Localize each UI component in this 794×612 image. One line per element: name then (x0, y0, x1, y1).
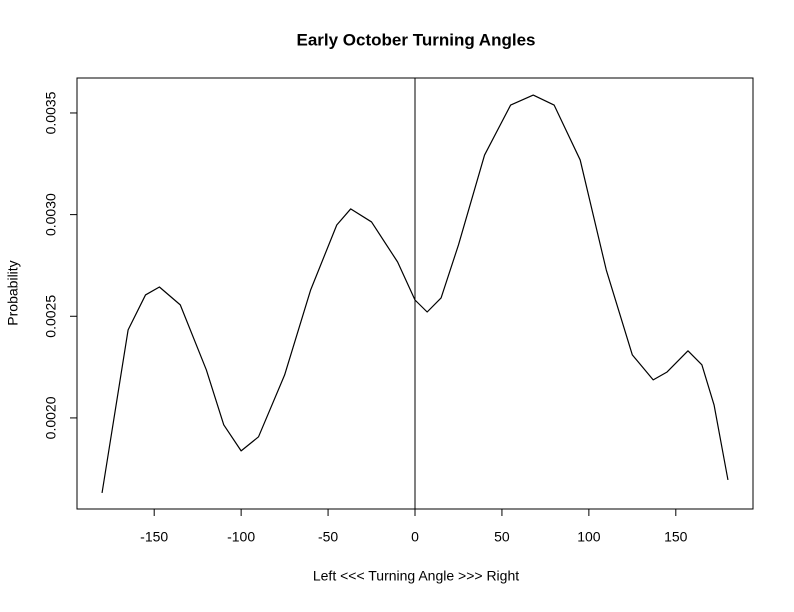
x-tick-label: 100 (577, 529, 601, 545)
y-axis-label: Probability (5, 260, 21, 325)
x-tick-label: -50 (318, 529, 338, 545)
x-tick-label: -100 (227, 529, 255, 545)
y-tick-label: 0.0025 (43, 295, 59, 338)
density-line (101, 94, 729, 494)
y-tick-label: 0.0035 (43, 91, 59, 134)
x-tick-label: 50 (494, 529, 510, 545)
x-axis-label: Left <<< Turning Angle >>> Right (313, 568, 519, 584)
x-tick-label: -150 (140, 529, 168, 545)
x-tick-label: 0 (411, 529, 419, 545)
y-tick-label: 0.0030 (43, 193, 59, 236)
chart-title: Early October Turning Angles (297, 30, 536, 49)
y-tick-label: 0.0020 (43, 396, 59, 439)
x-tick-label: 150 (664, 529, 688, 545)
